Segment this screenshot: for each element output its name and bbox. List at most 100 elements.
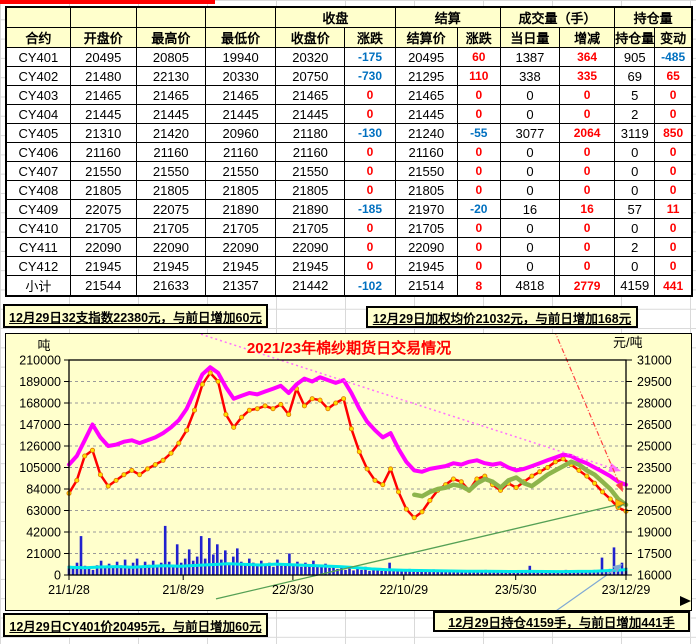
value-cell[interactable]: 0 (344, 256, 396, 276)
group-header-settle[interactable]: 结算 (394, 6, 501, 28)
value-cell[interactable]: 0 (614, 180, 656, 200)
value-cell[interactable]: 0 (614, 161, 656, 181)
contract-cell[interactable]: CY406 (5, 142, 71, 162)
value-cell[interactable]: 0 (559, 142, 616, 162)
value-cell[interactable]: 21445 (135, 104, 207, 124)
trading-chart[interactable]: 210000 189000 168000 147000 126000 105000 8400… (5, 333, 692, 611)
value-cell[interactable]: 11 (654, 199, 693, 219)
value-cell[interactable]: 22075 (135, 199, 207, 219)
value-cell[interactable]: 21705 (394, 218, 458, 238)
value-cell[interactable]: 0 (559, 85, 616, 105)
value-cell[interactable]: 69 (614, 66, 656, 86)
value-cell[interactable]: 22090 (69, 237, 137, 257)
column-header[interactable]: 合约 (5, 27, 71, 48)
value-cell[interactable]: 0 (559, 218, 616, 238)
value-cell[interactable]: 4818 (499, 275, 561, 297)
value-cell[interactable]: 21550 (275, 161, 346, 181)
value-cell[interactable]: 60 (456, 47, 501, 67)
value-cell[interactable]: 335 (559, 66, 616, 86)
value-cell[interactable]: 0 (499, 180, 561, 200)
value-cell[interactable]: -102 (344, 275, 396, 297)
value-cell[interactable]: -185 (344, 199, 396, 219)
value-cell[interactable]: 21160 (135, 142, 207, 162)
contract-cell[interactable]: CY402 (5, 66, 71, 86)
value-cell[interactable]: 21465 (205, 85, 277, 105)
value-cell[interactable]: 21465 (69, 85, 137, 105)
contract-cell[interactable]: CY401 (5, 47, 71, 67)
value-cell[interactable]: 57 (614, 199, 656, 219)
value-cell[interactable]: 21480 (69, 66, 137, 86)
value-cell[interactable]: 441 (654, 275, 693, 297)
value-cell[interactable]: 0 (499, 256, 561, 276)
group-header[interactable] (5, 6, 71, 28)
value-cell[interactable]: 0 (654, 104, 693, 124)
value-cell[interactable]: 0 (559, 161, 616, 181)
value-cell[interactable]: 4159 (614, 275, 656, 297)
value-cell[interactable]: 0 (456, 218, 501, 238)
value-cell[interactable]: 21705 (275, 218, 346, 238)
value-cell[interactable]: 65 (654, 66, 693, 86)
value-cell[interactable]: 0 (654, 161, 693, 181)
value-cell[interactable]: 21445 (69, 104, 137, 124)
group-header-close[interactable]: 收盘 (275, 6, 396, 28)
value-cell[interactable]: 0 (559, 180, 616, 200)
value-cell[interactable]: 0 (344, 85, 396, 105)
value-cell[interactable]: 20330 (205, 66, 277, 86)
value-cell[interactable]: 0 (456, 85, 501, 105)
value-cell[interactable]: 0 (499, 218, 561, 238)
contract-cell[interactable]: CY411 (5, 237, 71, 257)
value-cell[interactable]: 2 (614, 237, 656, 257)
value-cell[interactable]: 364 (559, 47, 616, 67)
value-cell[interactable]: 21945 (69, 256, 137, 276)
value-cell[interactable]: 0 (344, 180, 396, 200)
value-cell[interactable]: 21240 (394, 123, 458, 143)
value-cell[interactable]: 21442 (275, 275, 346, 297)
value-cell[interactable]: 21445 (394, 104, 458, 124)
value-cell[interactable]: 22075 (69, 199, 137, 219)
value-cell[interactable]: 22090 (394, 237, 458, 257)
value-cell[interactable]: 21357 (205, 275, 277, 297)
value-cell[interactable]: 19940 (205, 47, 277, 67)
value-cell[interactable]: 110 (456, 66, 501, 86)
value-cell[interactable]: 21445 (275, 104, 346, 124)
value-cell[interactable]: 21805 (205, 180, 277, 200)
value-cell[interactable]: 2779 (559, 275, 616, 297)
value-cell[interactable]: 3119 (614, 123, 656, 143)
value-cell[interactable]: 21514 (394, 275, 458, 297)
value-cell[interactable]: 0 (614, 142, 656, 162)
value-cell[interactable]: -175 (344, 47, 396, 67)
value-cell[interactable]: 21705 (69, 218, 137, 238)
value-cell[interactable]: 21890 (275, 199, 346, 219)
group-header-open-interest[interactable]: 持仓量 (614, 6, 693, 28)
value-cell[interactable]: 0 (456, 180, 501, 200)
value-cell[interactable]: 338 (499, 66, 561, 86)
value-cell[interactable]: 21945 (205, 256, 277, 276)
value-cell[interactable]: 21945 (275, 256, 346, 276)
column-header[interactable]: 当日量 (499, 27, 561, 48)
group-header[interactable] (135, 6, 207, 28)
value-cell[interactable]: 0 (614, 218, 656, 238)
group-header[interactable] (205, 6, 277, 28)
value-cell[interactable]: 21890 (205, 199, 277, 219)
column-header[interactable]: 涨跌 (456, 27, 501, 48)
banner-32s-index[interactable]: 12月29日32支指数22380元，与前日增加60元 (3, 304, 268, 328)
value-cell[interactable]: 2 (614, 104, 656, 124)
value-cell[interactable]: 21160 (205, 142, 277, 162)
banner-cy401-price[interactable]: 12月29日CY401价20495元，与前日增加60元 (3, 613, 268, 637)
value-cell[interactable]: 21445 (205, 104, 277, 124)
value-cell[interactable]: 0 (654, 180, 693, 200)
value-cell[interactable]: 2064 (559, 123, 616, 143)
column-header[interactable]: 收盘价 (275, 27, 346, 48)
contract-cell[interactable]: 小计 (5, 275, 71, 297)
value-cell[interactable]: 21805 (135, 180, 207, 200)
contract-cell[interactable]: CY409 (5, 199, 71, 219)
value-cell[interactable]: 20750 (275, 66, 346, 86)
value-cell[interactable]: 0 (456, 142, 501, 162)
value-cell[interactable]: 20495 (394, 47, 458, 67)
value-cell[interactable]: 0 (559, 104, 616, 124)
value-cell[interactable]: 21705 (205, 218, 277, 238)
contract-cell[interactable]: CY404 (5, 104, 71, 124)
value-cell[interactable]: 0 (559, 237, 616, 257)
value-cell[interactable]: 905 (614, 47, 656, 67)
value-cell[interactable]: 21465 (275, 85, 346, 105)
